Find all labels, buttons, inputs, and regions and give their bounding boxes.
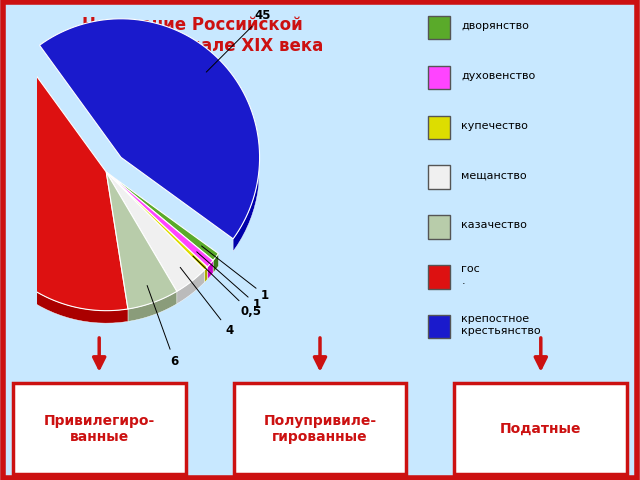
Text: Привилегиро-
ванные: Привилегиро- ванные <box>44 414 155 444</box>
Text: крепостное
крестьянство: крепостное крестьянство <box>461 314 541 336</box>
Polygon shape <box>40 19 260 239</box>
Text: Полупривиле-
гированные: Полупривиле- гированные <box>264 414 376 444</box>
Text: 45: 45 <box>206 9 271 72</box>
Polygon shape <box>106 172 218 261</box>
Polygon shape <box>233 172 259 252</box>
Polygon shape <box>0 170 128 323</box>
Polygon shape <box>177 270 204 304</box>
Text: 42,5: 42,5 <box>0 479 1 480</box>
Text: Население Российской
империи в начале XIX века: Население Российской империи в начале XI… <box>61 16 323 55</box>
Polygon shape <box>207 261 213 279</box>
Bar <box>428 116 451 139</box>
FancyBboxPatch shape <box>13 384 186 474</box>
Bar <box>428 216 451 239</box>
Bar <box>428 265 451 288</box>
Text: дворянство: дворянство <box>461 21 529 31</box>
FancyBboxPatch shape <box>234 384 406 474</box>
Text: 1: 1 <box>202 246 269 302</box>
Polygon shape <box>106 172 177 309</box>
Text: Податные: Податные <box>500 422 582 436</box>
Polygon shape <box>106 172 204 291</box>
Polygon shape <box>128 291 177 322</box>
Bar <box>428 66 451 89</box>
Bar <box>428 315 451 338</box>
Bar <box>428 16 451 39</box>
Text: 1: 1 <box>196 252 261 312</box>
Polygon shape <box>106 172 207 270</box>
Text: 4: 4 <box>180 267 234 337</box>
Polygon shape <box>204 267 207 283</box>
Text: духовенство: духовенство <box>461 71 536 81</box>
Text: 6: 6 <box>147 286 179 368</box>
Polygon shape <box>0 60 128 311</box>
Text: 0,5: 0,5 <box>193 256 261 318</box>
FancyBboxPatch shape <box>454 384 627 474</box>
Text: казачество: казачество <box>461 220 527 230</box>
Text: мещанство: мещанство <box>461 170 527 180</box>
Bar <box>428 166 451 189</box>
Text: купечество: купечество <box>461 120 528 131</box>
Polygon shape <box>213 253 218 273</box>
Text: гос
.: гос . <box>461 264 480 286</box>
Polygon shape <box>106 172 213 267</box>
